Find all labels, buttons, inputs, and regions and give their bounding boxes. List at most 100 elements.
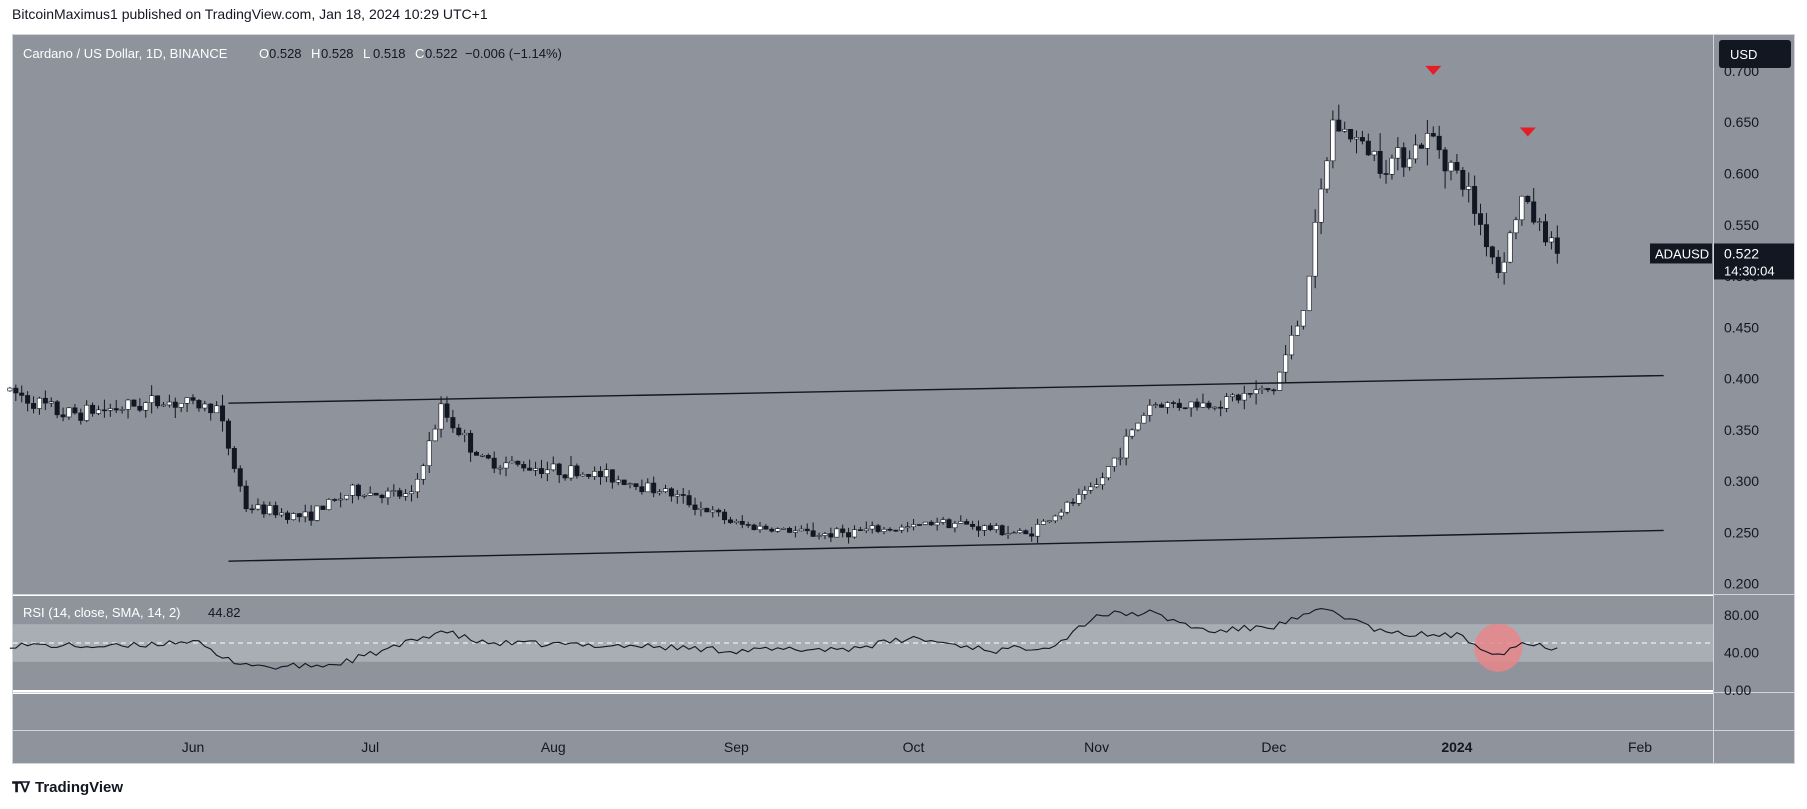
candle-body: [952, 523, 958, 529]
candle-body: [273, 505, 279, 516]
candle-body: [96, 409, 102, 414]
candle-body: [645, 482, 651, 493]
candle-body: [1253, 389, 1259, 395]
candle-body: [1176, 402, 1182, 408]
candle: [332, 498, 338, 502]
price-axis-tick: 0.300: [1724, 473, 1759, 489]
candle-body: [308, 511, 314, 521]
candle: [1123, 428, 1129, 466]
candle-body: [473, 451, 479, 456]
candle: [1165, 401, 1171, 414]
candle: [125, 398, 131, 419]
candle-body: [911, 524, 917, 528]
candle: [1241, 385, 1247, 410]
candle: [432, 424, 438, 442]
candle-body: [1141, 415, 1147, 424]
candle: [1519, 195, 1525, 226]
candle-body: [1147, 404, 1153, 416]
candle-body: [781, 528, 787, 530]
candle-body: [686, 495, 692, 506]
candle: [1501, 252, 1507, 285]
candle: [78, 408, 84, 425]
candle-body: [887, 528, 893, 531]
candle-body: [462, 432, 468, 436]
candle: [1472, 175, 1478, 226]
candle-body: [1371, 151, 1377, 156]
candle-body: [1005, 533, 1011, 536]
candle: [326, 498, 332, 511]
candle: [497, 465, 503, 475]
candle: [639, 479, 645, 495]
candle: [1489, 245, 1495, 265]
price-axis-tick: 0.200: [1724, 576, 1759, 592]
candle: [550, 456, 556, 472]
candle: [727, 516, 733, 525]
candle: [722, 508, 728, 525]
candle: [1200, 393, 1206, 408]
candle-body: [1501, 261, 1507, 273]
candle-body: [769, 528, 775, 532]
candle: [308, 505, 314, 526]
candle-body: [1029, 533, 1035, 537]
candle: [361, 494, 367, 499]
time-pane-gap: [13, 694, 1713, 730]
candle: [1070, 498, 1076, 507]
candle: [225, 418, 231, 456]
candle: [840, 524, 846, 538]
candle-body: [237, 468, 243, 487]
candle: [290, 512, 296, 521]
candle: [1436, 125, 1442, 159]
candle-body: [202, 403, 208, 409]
candle: [733, 519, 739, 525]
candle: [462, 429, 468, 443]
candle-body: [739, 520, 745, 525]
candle-body: [391, 490, 397, 492]
candle: [1100, 472, 1106, 490]
candle: [1170, 400, 1176, 409]
candle-body: [1123, 435, 1129, 459]
candle-body: [1442, 149, 1448, 172]
last-price-tag: [1714, 243, 1794, 280]
candle-body: [592, 471, 598, 477]
candle: [1507, 230, 1513, 264]
candle-body: [716, 509, 722, 513]
legend-change: −0.006 (−1.14%): [465, 46, 562, 61]
candle: [243, 480, 249, 513]
candle: [1271, 388, 1277, 395]
candle-body: [1330, 119, 1336, 162]
candle-body: [1389, 157, 1395, 175]
candle: [403, 489, 409, 501]
candle: [208, 403, 214, 421]
candle-body: [48, 401, 54, 404]
candle-body: [426, 440, 432, 467]
tradingview-footer-logo[interactable]: 𝐓∇ TradingView: [12, 779, 123, 796]
candle: [1371, 150, 1377, 162]
candle: [1318, 178, 1324, 235]
candle-body: [1448, 162, 1454, 172]
candle-body: [1507, 232, 1513, 263]
candle: [338, 492, 344, 508]
candle: [1046, 520, 1052, 524]
candle: [1513, 216, 1519, 240]
candle-body: [19, 392, 25, 396]
candle: [1064, 500, 1070, 515]
candle-body: [881, 528, 887, 532]
candle: [999, 524, 1005, 537]
candle: [1359, 130, 1365, 145]
candle: [1212, 406, 1218, 411]
candle-body: [84, 404, 90, 421]
candle: [96, 405, 102, 416]
candle-body: [834, 528, 840, 538]
chart-frame: [12, 34, 1795, 764]
candle-body: [1023, 530, 1029, 535]
candle: [1135, 422, 1141, 432]
candle: [178, 403, 184, 413]
candle-body: [1460, 170, 1466, 190]
candle: [1147, 399, 1153, 422]
candle-body: [533, 468, 539, 471]
candle-body: [326, 499, 332, 510]
candle: [60, 407, 66, 422]
candle: [1478, 203, 1484, 236]
candle-body: [214, 405, 220, 414]
